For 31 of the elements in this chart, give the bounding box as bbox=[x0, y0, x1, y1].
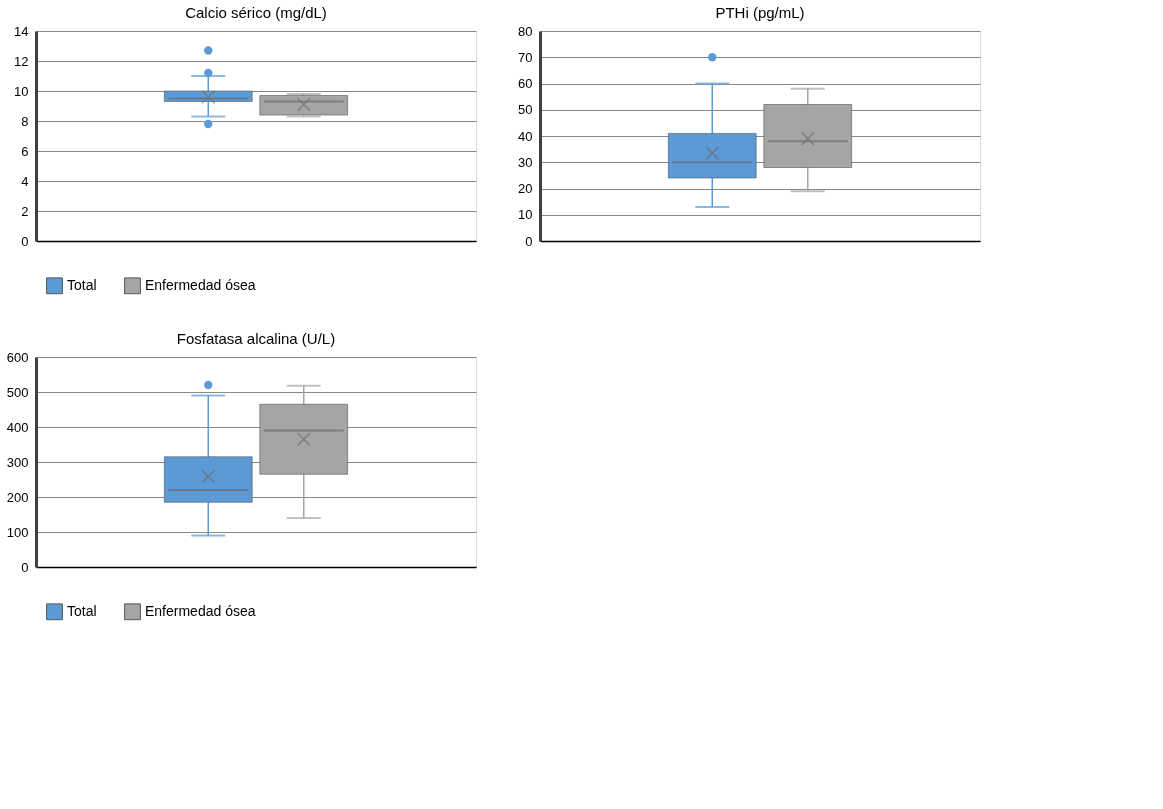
y-tick-label: 4 bbox=[21, 173, 29, 189]
y-tick-label: 300 bbox=[6, 454, 29, 470]
y-tick-label: 2 bbox=[21, 203, 29, 219]
y-tick-label: 0 bbox=[525, 233, 533, 249]
y-tick-label: 30 bbox=[518, 154, 533, 170]
y-tick-label: 8 bbox=[21, 113, 29, 129]
y-tick-label: 100 bbox=[6, 524, 29, 540]
chart-title: Fosfatasa alcalina (U/L) bbox=[176, 330, 336, 347]
y-tick-label: 600 bbox=[6, 349, 29, 365]
chart-title: Calcio sérico (mg/dL) bbox=[185, 4, 327, 21]
legend-label: Enfermedad ósea bbox=[145, 602, 256, 619]
legend-label: Enfermedad ósea bbox=[145, 276, 256, 293]
chart-title: PTHi (pg/mL) bbox=[715, 4, 805, 21]
y-tick-label: 60 bbox=[518, 76, 533, 91]
y-tick-label: 10 bbox=[14, 83, 29, 99]
y-tick-label: 0 bbox=[21, 233, 29, 249]
legend-label: Total bbox=[67, 602, 97, 619]
y-tick-label: 200 bbox=[6, 489, 29, 505]
y-tick-label: 500 bbox=[6, 384, 29, 400]
y-tick-label: 20 bbox=[518, 181, 533, 196]
legend-label: Total bbox=[67, 276, 97, 293]
y-tick-label: 50 bbox=[518, 102, 533, 118]
y-tick-label: 80 bbox=[518, 23, 533, 39]
y-tick-label: 400 bbox=[6, 419, 29, 435]
y-tick-label: 0 bbox=[21, 559, 29, 575]
y-tick-label: 6 bbox=[21, 143, 29, 159]
y-tick-label: 40 bbox=[518, 128, 533, 144]
y-tick-label: 70 bbox=[518, 49, 533, 65]
y-tick-label: 10 bbox=[518, 207, 533, 223]
y-tick-label: 12 bbox=[14, 53, 29, 69]
y-tick-label: 14 bbox=[14, 23, 29, 39]
